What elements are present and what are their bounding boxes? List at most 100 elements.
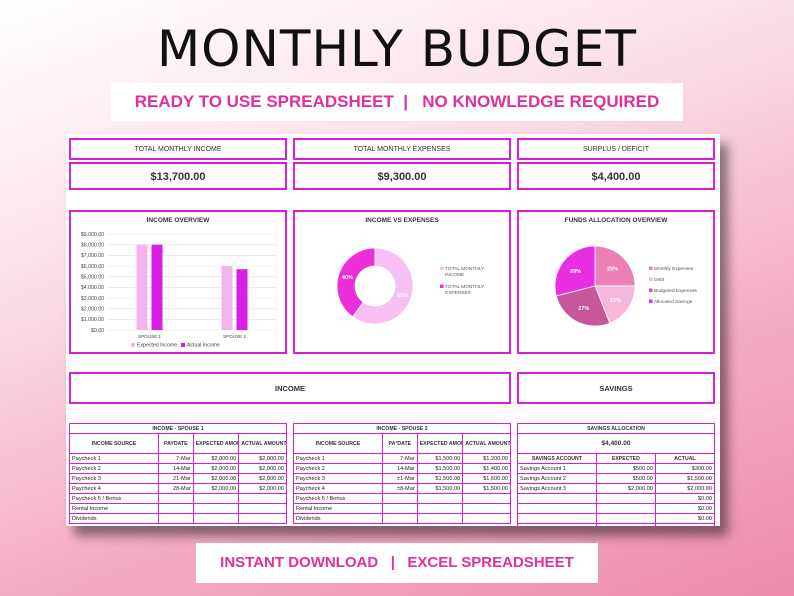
table-cell[interactable]: Rental Income [69,503,159,514]
table-cell[interactable]: $2,000.00 [238,463,287,474]
table-cell[interactable]: Paycheck 3 [293,473,383,484]
table-cell[interactable]: $1,500.00 [462,483,511,494]
table-row: Savings Account 3 $2,000.00 $2,000.00 [517,483,716,494]
table-cell[interactable]: ±8-Mar [381,483,418,494]
table-cell[interactable] [416,493,464,504]
legend-label: Expected Income [137,343,177,349]
table-cell[interactable] [192,503,240,514]
table-cell[interactable]: $0.00 [654,493,716,504]
table-cell[interactable] [416,513,464,524]
table-cell[interactable]: $2,000.00 [238,483,287,494]
table-cell[interactable] [462,503,511,514]
table-cell[interactable]: $1,500.00 [416,483,464,494]
table-cell[interactable] [595,513,656,524]
table-cell[interactable] [381,493,418,504]
legend-swatch [440,266,444,270]
table-cell[interactable]: Paycheck 5 / Bonus [69,493,159,504]
table-cell[interactable] [157,503,194,514]
pie-slice [594,285,636,324]
surplus-value-box: $4,400.00 [517,162,715,190]
table-cell[interactable]: 7-Mar [381,453,418,464]
table-cell[interactable] [157,493,194,504]
table-cell[interactable] [157,513,194,524]
table-cell[interactable] [192,493,240,504]
table-cell[interactable]: ±1-Mar [381,473,418,484]
column-header: ACTUAL [654,453,716,464]
table-cell[interactable]: $2,000.00 [192,473,240,484]
table-cell[interactable]: 14-Mar [157,463,194,474]
column-header: SAVINGS ACCOUNT [517,453,597,464]
table-cell[interactable] [238,513,287,524]
legend-swatch [649,266,653,270]
table-cell[interactable]: $1,500.00 [416,453,464,464]
table-cell[interactable]: $300.00 [654,463,716,474]
table-cell[interactable]: Dividends [293,513,383,524]
table-row: Paycheck 1 7-Mar $1,500.00 $1,200.00 [293,453,511,464]
table-cell[interactable]: Paycheck 2 [293,463,383,474]
table-cell[interactable]: Paycheck 3 [69,473,159,484]
savings-total: $4,400.00 [517,433,715,454]
surplus-label: SURPLUS / DEFICIT [582,146,650,153]
table-cell[interactable]: $1,400.00 [462,463,511,474]
column-header: ACTUAL AMOUNT [238,433,287,454]
table-cell[interactable]: 28-Mar [157,483,194,494]
table-cell[interactable] [517,513,597,524]
table-cell[interactable] [595,493,656,504]
table-cell[interactable]: 21-Mar [157,473,194,484]
legend-swatch [649,299,653,303]
table-cell[interactable]: $2,000.00 [654,483,716,494]
table-cell[interactable]: Savings Account 1 [517,463,597,474]
table-cell[interactable] [517,503,597,514]
table-cell[interactable]: $0.00 [654,513,716,524]
y-tick-label: $5,000.00 [81,274,104,280]
table-cell[interactable]: Paycheck 4 [293,483,383,494]
table-cell[interactable] [595,523,656,526]
table-cell[interactable]: 14-Mar [381,463,418,474]
table-cell[interactable]: $1,200.00 [462,453,511,464]
table-cell[interactable]: $2,000.00 [238,453,287,464]
table-cell[interactable]: Paycheck 1 [293,453,383,464]
legend-swatch [649,288,653,292]
table-cell[interactable]: Paycheck 2 [69,463,159,474]
table-cell[interactable]: $1,600.00 [462,473,511,484]
table-cell[interactable]: $1,500.00 [416,473,464,484]
table-cell[interactable] [416,503,464,514]
table-cell[interactable]: Savings Account 3 [517,483,597,494]
table-cell[interactable] [595,503,656,514]
table-cell[interactable]: $0.00 [654,503,716,514]
table-cell[interactable]: Savings Account 2 [517,473,597,484]
table-row: $0.00 [517,523,716,526]
table-cell[interactable] [192,513,240,524]
table-cell[interactable]: $1,500.00 [416,463,464,474]
column-header: PAYDATE [157,433,194,454]
table-cell[interactable]: $500.00 [595,473,656,484]
table-cell[interactable] [238,493,287,504]
table-cell[interactable]: Paycheck 1 [69,453,159,464]
table-cell[interactable]: $2,000.00 [192,483,240,494]
table-cell[interactable]: $0.00 [654,523,716,526]
table-cell[interactable]: $2,000.00 [192,463,240,474]
table-cell[interactable]: 7-Mar [157,453,194,464]
table-cell[interactable]: Dividends [69,513,159,524]
table-cell[interactable]: $1,500.00 [654,473,716,484]
slice-label: 19% [610,298,621,304]
chart-title: FUNDS ALLOCATION OVERVIEW [564,217,668,224]
table-cell[interactable] [517,523,597,526]
y-tick-label: $1,000.00 [81,317,104,323]
table-cell[interactable]: $2,000.00 [238,473,287,484]
table-cell[interactable] [462,513,511,524]
y-tick-label: $6,000.00 [81,264,104,270]
table-cell[interactable] [462,493,511,504]
table-cell[interactable]: $500.00 [595,463,656,474]
bar-expected-income [136,244,148,330]
table-cell[interactable]: Paycheck 4 [69,483,159,494]
funds-allocation-pie: 25% 19% 27% 29% Monthly Expenses Debt Budgeted… [554,245,698,327]
table-cell[interactable]: $2,000.00 [595,483,656,494]
table-cell[interactable] [381,513,418,524]
table-cell[interactable] [517,493,597,504]
table-cell[interactable]: Paycheck 5 / Bonus [293,493,383,504]
table-cell[interactable]: $2,000.00 [192,453,240,464]
table-cell[interactable]: Rental Income [293,503,383,514]
table-cell[interactable] [238,503,287,514]
table-cell[interactable] [381,503,418,514]
